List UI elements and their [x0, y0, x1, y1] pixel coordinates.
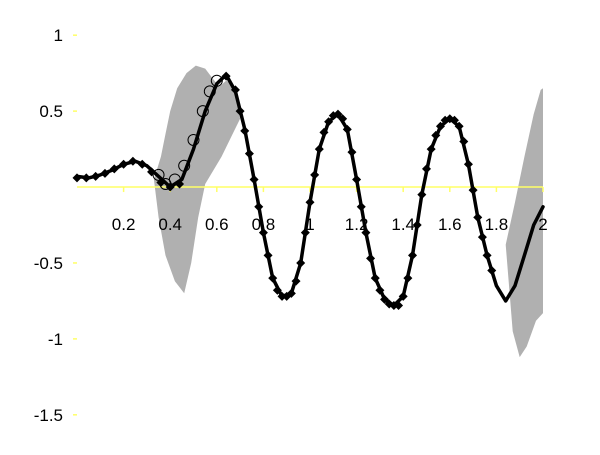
data-point — [422, 164, 431, 174]
data-point — [268, 273, 278, 283]
data-point — [137, 159, 147, 169]
data-point — [310, 170, 320, 180]
open-data-point — [152, 168, 165, 181]
data-point — [258, 228, 268, 238]
y-tick-label: 0.5 — [39, 102, 63, 121]
uncertainty-band — [153, 65, 241, 294]
data-point — [221, 71, 231, 81]
data-point — [300, 228, 310, 238]
y-tick-label: 1 — [54, 26, 63, 45]
data-point — [230, 85, 240, 95]
x-tick-label: 0.2 — [112, 215, 136, 234]
data-point — [380, 294, 390, 304]
data-point — [272, 285, 282, 295]
data-point — [398, 291, 408, 301]
data-point — [417, 190, 427, 200]
data-point — [435, 121, 445, 131]
open-data-point — [168, 173, 181, 186]
data-point — [333, 109, 343, 119]
data-point — [431, 130, 441, 140]
data-point — [352, 174, 362, 184]
data-point — [305, 197, 315, 207]
data-point — [389, 300, 399, 310]
data-point — [342, 124, 352, 134]
data-point — [296, 258, 306, 268]
data-point — [463, 159, 473, 169]
data-point — [366, 253, 376, 263]
data-point — [338, 114, 348, 124]
data-point — [314, 144, 324, 154]
data-point — [91, 171, 101, 181]
x-tick-label: 1.4 — [391, 215, 415, 234]
data-point — [291, 276, 301, 286]
x-tick-label: 1 — [305, 215, 314, 234]
data-point — [426, 144, 436, 154]
data-point — [468, 185, 478, 195]
data-point — [347, 147, 357, 157]
data-point — [244, 149, 254, 159]
marker-layer — [72, 71, 497, 310]
data-point — [459, 136, 469, 146]
open-data-point — [210, 74, 223, 87]
y-tick-label: -1.5 — [34, 406, 63, 425]
data-point — [361, 228, 371, 238]
open-data-point — [178, 159, 191, 172]
y-tick-label: -1 — [48, 330, 63, 349]
data-point — [235, 106, 245, 116]
open-data-point — [203, 85, 216, 98]
x-tick-label: 1.6 — [438, 215, 462, 234]
data-point — [473, 212, 483, 222]
data-point — [403, 273, 413, 283]
data-point — [240, 126, 250, 136]
data-point — [370, 273, 380, 283]
data-point — [454, 121, 464, 131]
data-point — [175, 179, 185, 189]
uncertainty-band — [505, 88, 543, 358]
data-point — [319, 127, 329, 137]
data-point — [482, 250, 492, 260]
data-point — [263, 250, 273, 260]
x-tick-label: 1.8 — [485, 215, 509, 234]
y-tick-label: -0.5 — [34, 254, 63, 273]
data-point — [277, 291, 287, 301]
data-point — [128, 156, 138, 166]
x-tick-label: 2 — [538, 215, 547, 234]
data-point — [375, 285, 385, 295]
data-point — [254, 202, 264, 212]
data-point — [324, 117, 334, 127]
data-point — [487, 266, 497, 276]
data-point — [356, 202, 366, 212]
data-point — [408, 250, 418, 260]
data-point — [286, 288, 296, 298]
data-point — [109, 164, 119, 174]
data-point — [449, 115, 459, 125]
data-point — [394, 300, 404, 310]
data-point — [412, 220, 422, 230]
uncertainty-band-layer — [153, 65, 543, 358]
data-point — [249, 174, 259, 184]
data-point — [100, 168, 110, 178]
open-data-point — [187, 133, 200, 146]
data-point — [147, 167, 157, 177]
x-tick-label: 0.6 — [205, 215, 229, 234]
tick-label-layer: 0.2 0.4 0.6 0.8 1 1.2 1.4 1.6 1.8 210.5-0.5-1-1.5 — [34, 26, 548, 425]
data-point — [81, 173, 91, 183]
x-tick-label: 0.4 — [158, 215, 182, 234]
open-data-point — [196, 105, 209, 118]
data-point — [72, 173, 82, 183]
axis-layer — [73, 34, 544, 416]
data-point — [119, 159, 129, 169]
data-point — [477, 232, 487, 242]
